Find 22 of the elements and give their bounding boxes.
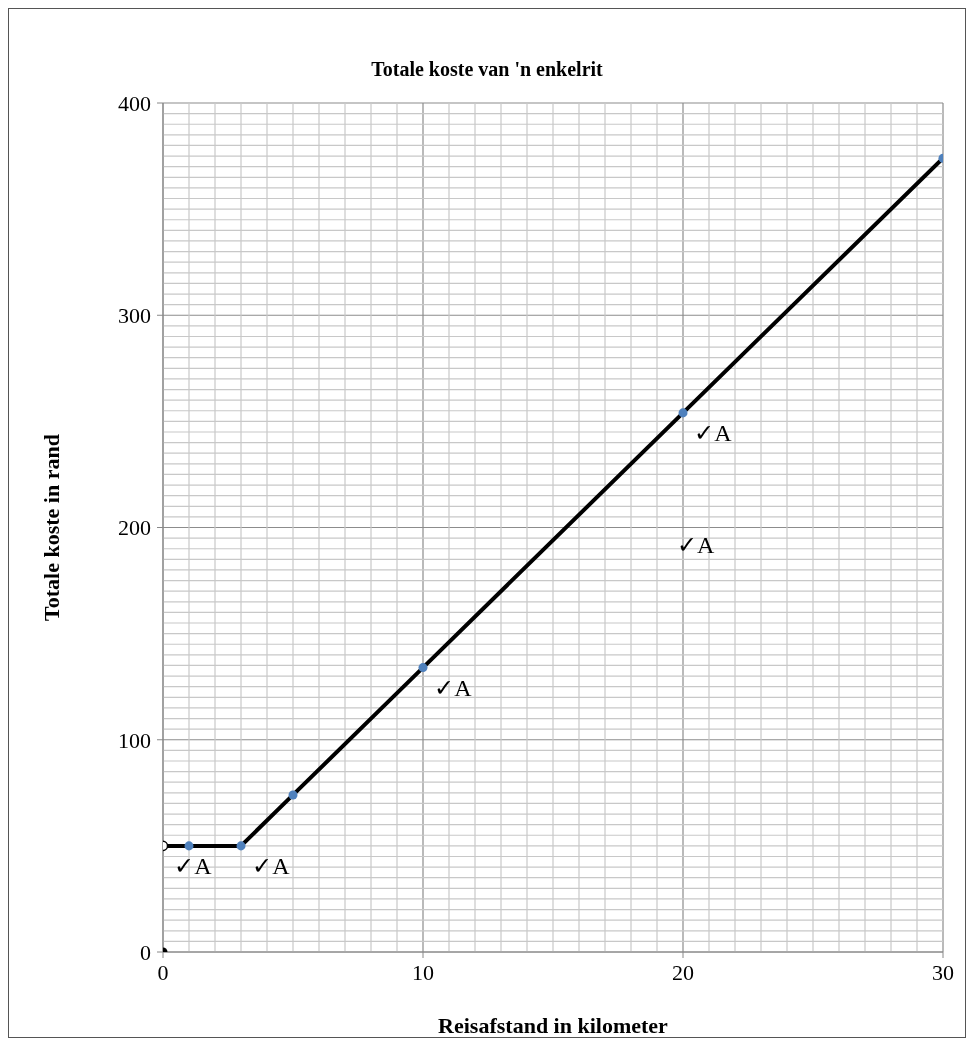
x-tick-label: 10 xyxy=(412,959,434,985)
annotation: ✓A xyxy=(694,419,733,446)
y-axis-title: Totale koste in rand xyxy=(38,434,64,621)
x-axis-title: Reisafstand in kilometer xyxy=(438,1013,669,1038)
y-tick-label: 200 xyxy=(118,515,151,541)
annotation: ✓A xyxy=(174,852,213,879)
point xyxy=(678,408,688,418)
annotation: ✓A xyxy=(252,852,291,879)
y-tick-label: 400 xyxy=(118,90,151,116)
x-tick-label: 30 xyxy=(932,959,954,985)
y-tick-label: 0 xyxy=(140,939,151,965)
point xyxy=(418,663,428,673)
annotation: ✓A xyxy=(677,531,715,559)
x-tick-label: 20 xyxy=(672,959,694,985)
y-tick-label: 100 xyxy=(118,727,151,753)
y-tick-label: 300 xyxy=(118,303,151,329)
chart-title: Totale koste van 'n enkelrit xyxy=(370,57,604,81)
x-tick-label: 0 xyxy=(157,959,169,985)
point xyxy=(236,841,246,851)
point xyxy=(184,841,194,851)
annotation: ✓A xyxy=(434,674,473,701)
point xyxy=(288,790,298,800)
